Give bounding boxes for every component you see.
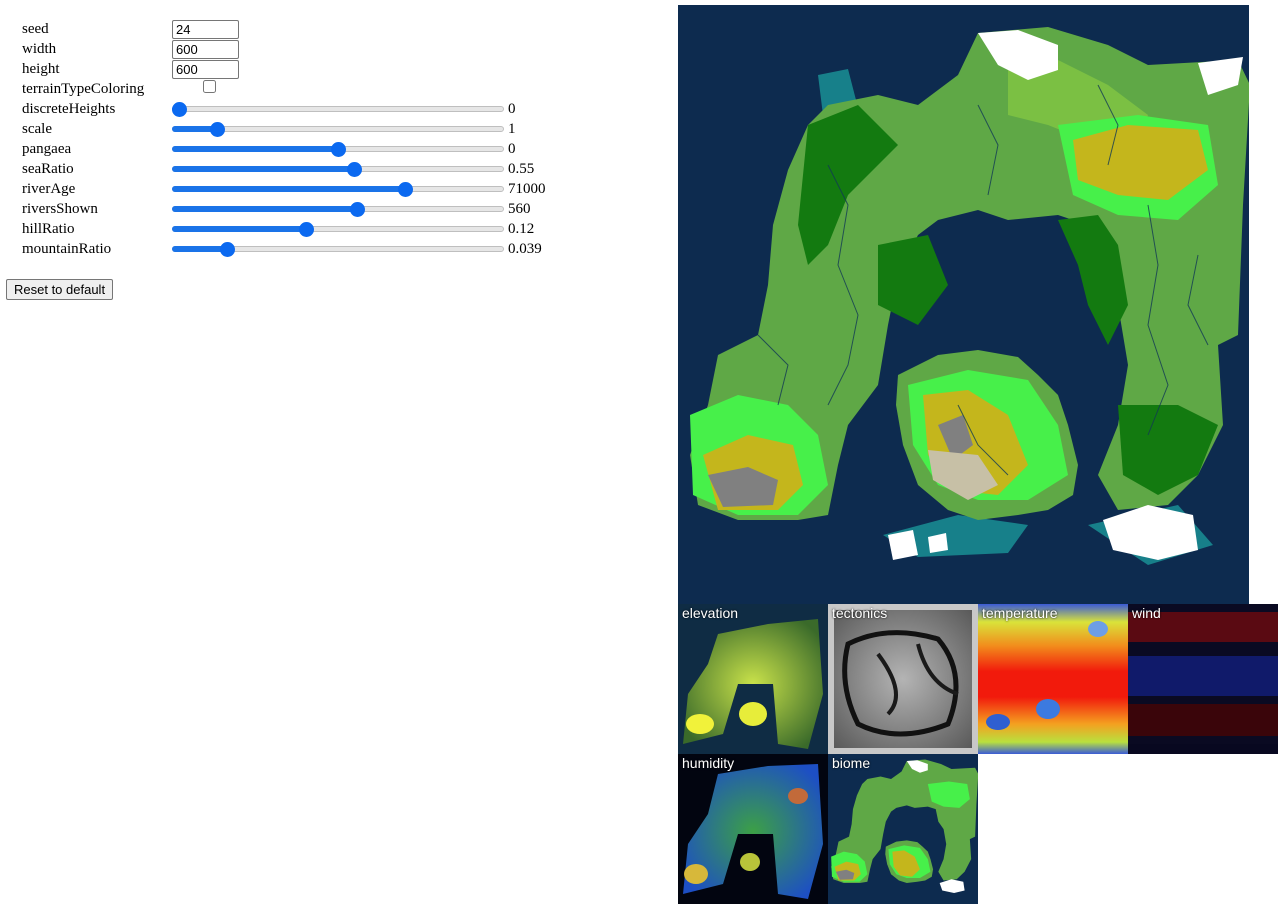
riversShown-slider-thumb[interactable] xyxy=(350,202,366,217)
setting-row-discreteHeights: discreteHeights 0 xyxy=(8,99,546,119)
hillRatio-value: 0.12 xyxy=(508,220,535,237)
seaRatio-slider[interactable] xyxy=(172,159,508,179)
humidity-map xyxy=(678,754,828,904)
reset-to-default-button[interactable]: Reset to default xyxy=(6,279,114,300)
dark-forest xyxy=(878,235,948,325)
thumbnail-biome[interactable]: biome xyxy=(828,754,978,904)
thumbnail-temperature[interactable]: temperature xyxy=(978,604,1128,754)
shallow-water xyxy=(883,515,1028,557)
seaRatio-label: seaRatio xyxy=(22,160,74,177)
scale-value: 1 xyxy=(508,120,516,137)
pangaea-label: pangaea xyxy=(22,140,72,157)
terrain-type-coloring-label: terrainTypeColoring xyxy=(22,80,145,97)
snow xyxy=(1103,505,1198,560)
discreteHeights-label: discreteHeights xyxy=(22,100,116,117)
width-label: width xyxy=(22,40,57,57)
height-input[interactable] xyxy=(172,59,239,79)
riverAge-slider-thumb[interactable] xyxy=(397,182,413,197)
elevation-map xyxy=(678,604,828,754)
hillRatio-slider-fill xyxy=(172,226,307,232)
setting-row-scale: scale 1 xyxy=(8,119,546,139)
thumbnail-label-humidity: humidity xyxy=(682,755,735,771)
mountainRatio-label: mountainRatio xyxy=(22,240,112,257)
snow xyxy=(928,533,948,553)
biome-map xyxy=(828,754,978,904)
setting-row-pangaea: pangaea 0 xyxy=(8,139,546,159)
seaRatio-value: 0.55 xyxy=(508,160,535,177)
snow xyxy=(978,30,1058,80)
snow xyxy=(1198,57,1243,95)
thumbnail-label-biome: biome xyxy=(832,755,871,771)
riversShown-slider[interactable] xyxy=(172,199,508,219)
thumbnail-label-temperature: temperature xyxy=(982,605,1058,621)
dark-forest xyxy=(1058,215,1128,345)
scale-label: scale xyxy=(22,120,52,137)
thumbnail-humidity[interactable]: humidity xyxy=(678,754,828,904)
seaRatio-slider-thumb[interactable] xyxy=(346,162,362,177)
mountain xyxy=(708,467,778,507)
mountainRatio-value: 0.039 xyxy=(508,240,542,257)
riverAge-value: 71000 xyxy=(508,180,546,197)
setting-row-seaRatio: seaRatio 0.55 xyxy=(8,159,546,179)
dark-forest xyxy=(798,105,898,265)
thumbnail-label-wind: wind xyxy=(1132,605,1161,621)
scale-slider-thumb[interactable] xyxy=(210,122,226,137)
seaRatio-slider-fill xyxy=(172,166,354,172)
hillRatio-slider[interactable] xyxy=(172,219,508,239)
riverAge-label: riverAge xyxy=(22,180,76,197)
hillRatio-slider-thumb[interactable] xyxy=(299,222,315,237)
snow xyxy=(888,530,918,560)
desert xyxy=(1073,125,1208,200)
world-map-canvas xyxy=(678,5,1249,604)
seed-input[interactable] xyxy=(172,19,239,39)
scale-slider-fill xyxy=(172,126,218,132)
temperature-map xyxy=(978,604,1128,754)
setting-row-seed: seed xyxy=(8,19,546,39)
setting-row-riversShown: riversShown 560 xyxy=(8,199,546,219)
wind-map xyxy=(1128,604,1278,754)
mountainRatio-slider[interactable] xyxy=(172,239,508,259)
thumbnail-label-elevation: elevation xyxy=(682,605,739,621)
pangaea-value: 0 xyxy=(508,140,516,157)
setting-row-height: height xyxy=(8,59,546,79)
thumbnail-tectonics[interactable]: tectonics xyxy=(828,604,978,754)
riversShown-value: 560 xyxy=(508,200,531,217)
settings-panel: seed width height terrainTypeColoring di… xyxy=(8,19,546,259)
pangaea-slider-thumb[interactable] xyxy=(331,142,346,157)
hillRatio-label: hillRatio xyxy=(22,220,75,237)
thumbnail-elevation[interactable]: elevation xyxy=(678,604,828,754)
height-label: height xyxy=(22,60,60,77)
tectonics-map xyxy=(828,604,978,754)
setting-row-terrain-type-coloring: terrainTypeColoring xyxy=(8,79,546,99)
setting-row-hillRatio: hillRatio 0.12 xyxy=(8,219,546,239)
riverAge-slider-fill xyxy=(172,186,405,192)
riversShown-slider-fill xyxy=(172,206,358,212)
riversShown-label: riversShown xyxy=(22,200,98,217)
discreteHeights-slider[interactable] xyxy=(172,99,508,119)
setting-row-width: width xyxy=(8,39,546,59)
width-input[interactable] xyxy=(172,39,239,59)
world-map xyxy=(678,5,1249,604)
discreteHeights-value: 0 xyxy=(508,100,516,117)
discreteHeights-slider-thumb[interactable] xyxy=(172,102,187,117)
pangaea-slider-fill xyxy=(172,146,338,152)
thumbnail-label-tectonics: tectonics xyxy=(832,605,888,621)
sand xyxy=(928,450,998,500)
setting-row-mountainRatio: mountainRatio 0.039 xyxy=(8,239,546,259)
scale-slider[interactable] xyxy=(172,119,508,139)
seed-label: seed xyxy=(22,20,49,37)
pangaea-slider[interactable] xyxy=(172,139,508,159)
mountainRatio-slider-thumb[interactable] xyxy=(219,242,235,257)
mountainRatio-slider-fill xyxy=(172,246,227,252)
mountain xyxy=(938,415,973,460)
riverAge-slider[interactable] xyxy=(172,179,508,199)
setting-row-riverAge: riverAge 71000 xyxy=(8,179,546,199)
thumbnail-wind[interactable]: wind xyxy=(1128,604,1278,754)
discreteHeights-slider-track[interactable] xyxy=(172,106,504,112)
dark-forest xyxy=(1118,405,1218,495)
terrain-type-coloring-checkbox[interactable] xyxy=(203,80,216,93)
rivers xyxy=(757,84,1209,476)
